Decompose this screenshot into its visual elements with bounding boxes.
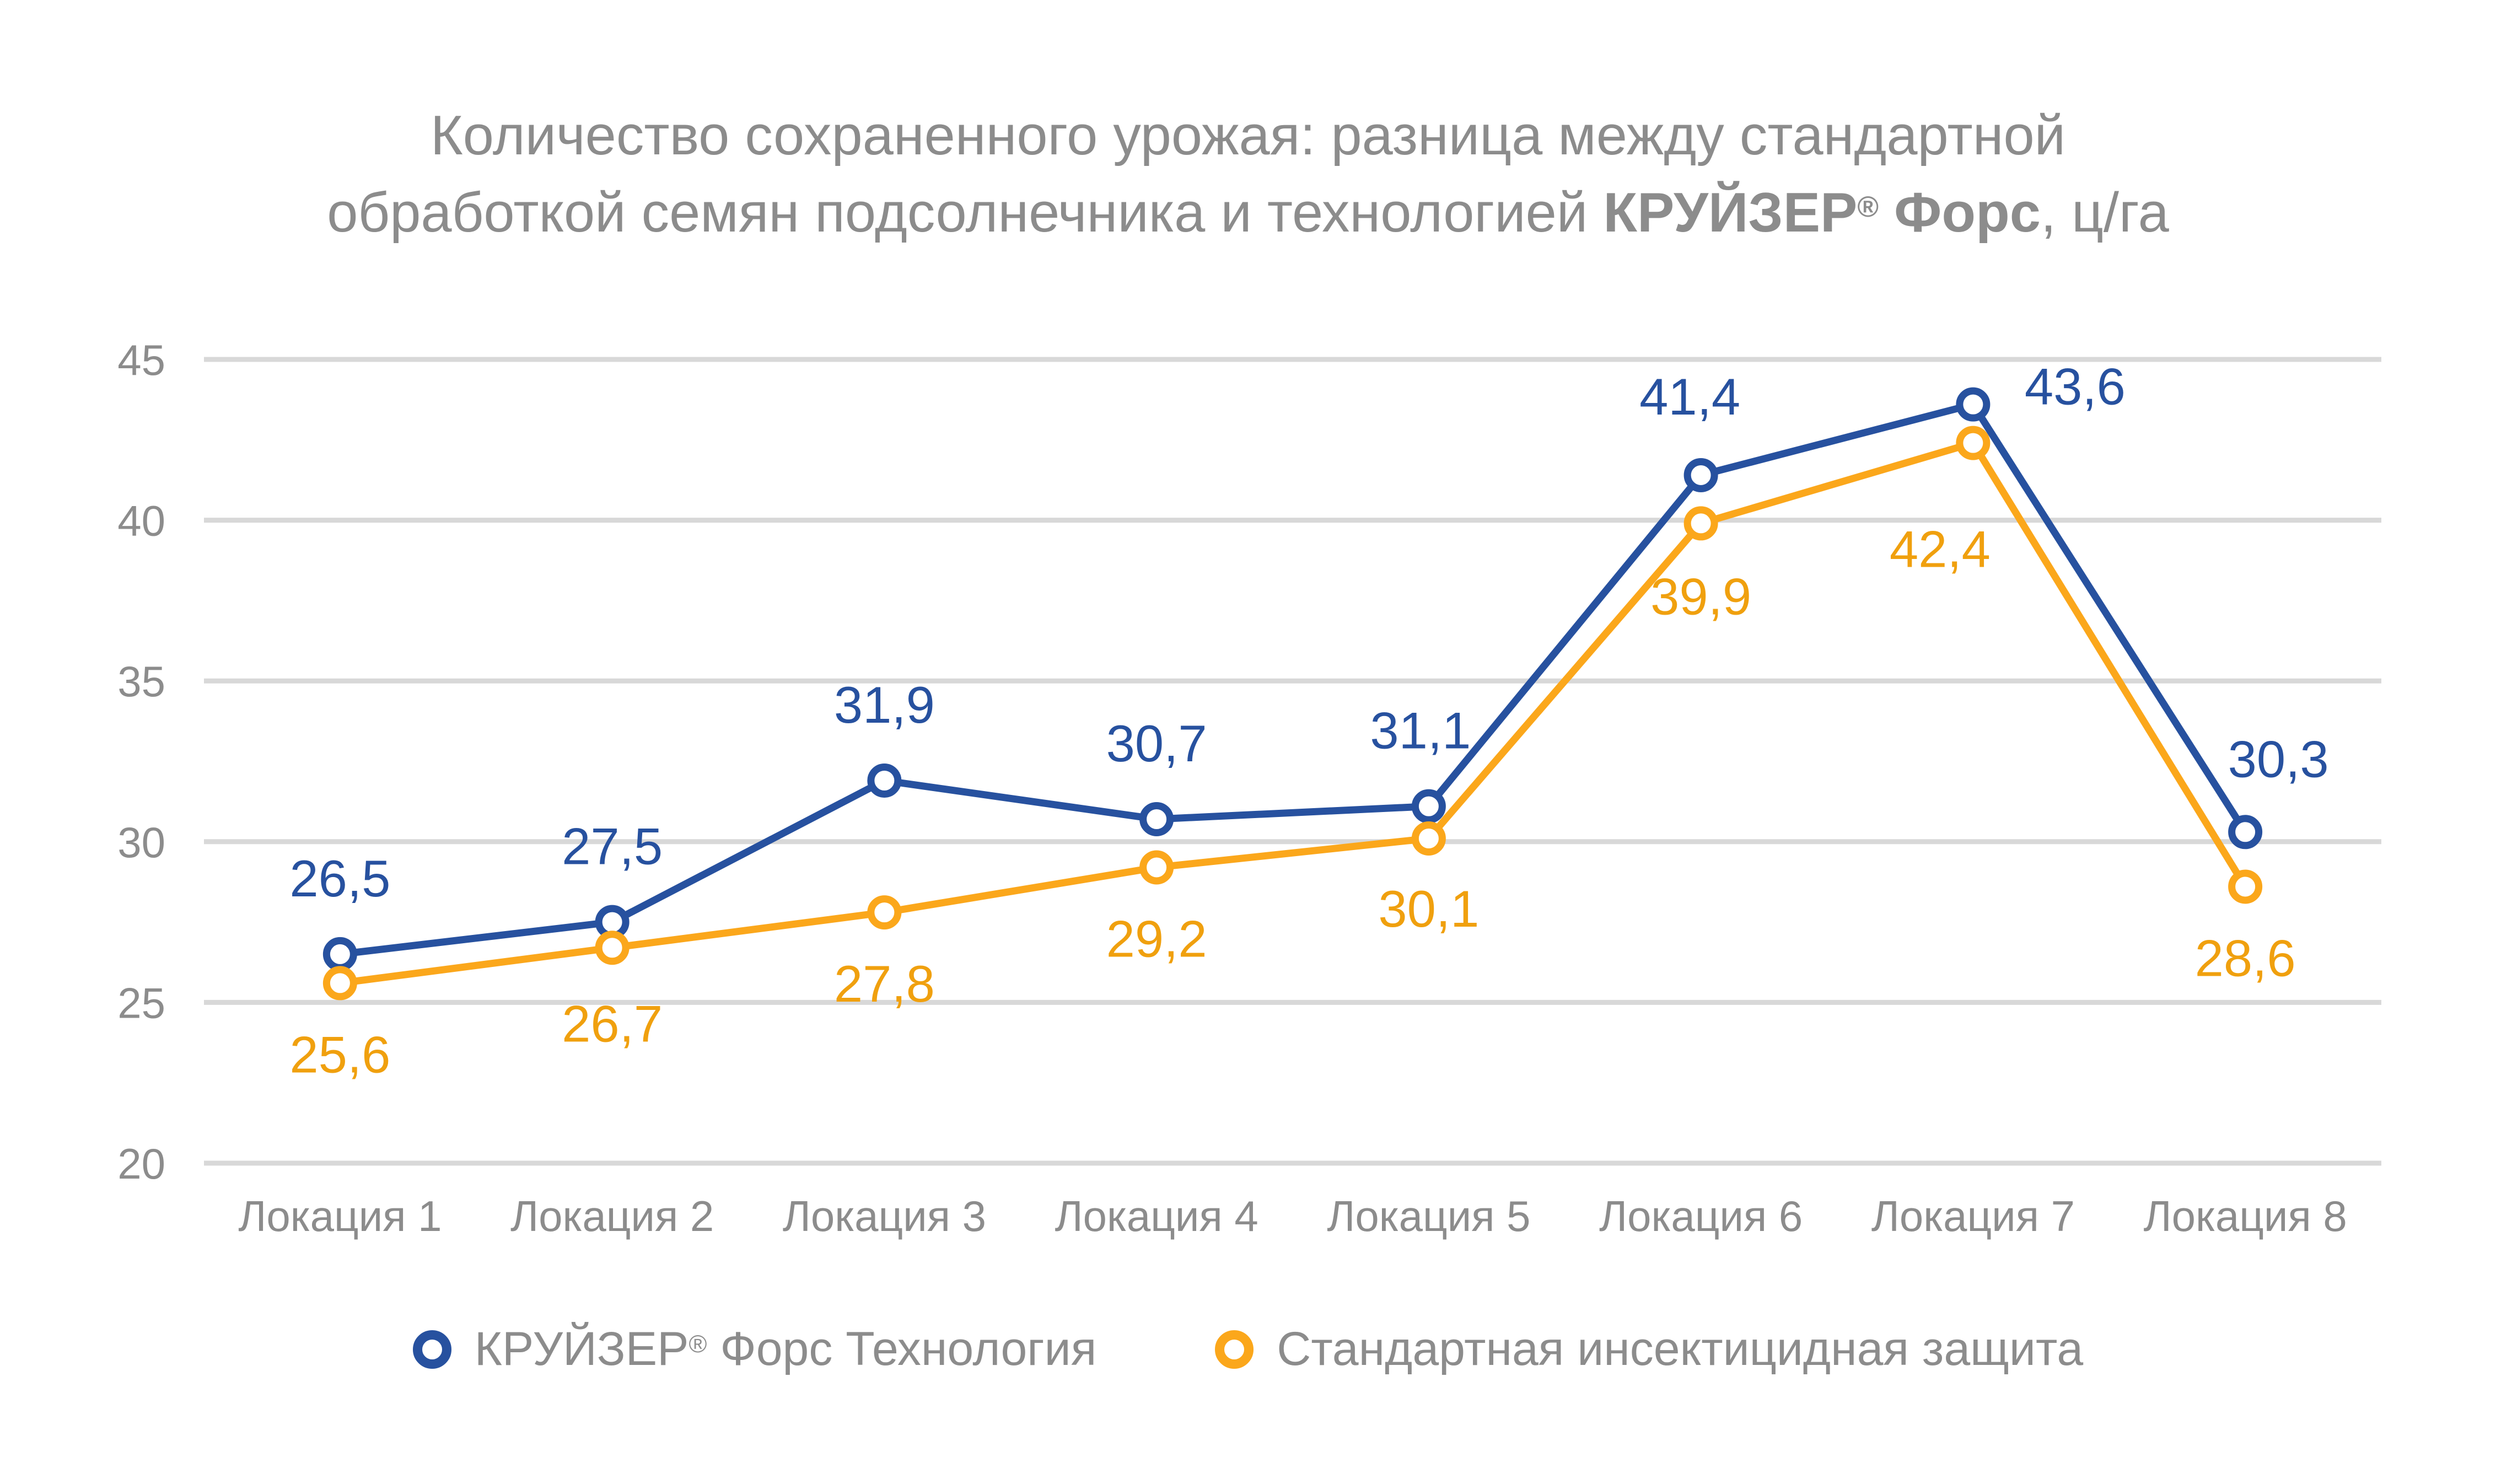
data-point-marker [867, 895, 902, 930]
data-point-label: 25,6 [289, 1025, 390, 1083]
y-tick-label-25: 25 [117, 978, 165, 1027]
legend-item-standard: Стандартная инсектицидная защита [1215, 1322, 2083, 1377]
chart-title-line2-text: обработкой семян подсолнечника и техноло… [327, 182, 1604, 244]
x-tick-label-1: Локация 1 [238, 1192, 442, 1240]
data-point-marker [1139, 850, 1174, 885]
data-point-marker [1683, 506, 1718, 541]
data-point-marker [2228, 815, 2263, 849]
y-tick-label-20: 20 [117, 1139, 165, 1188]
data-point-marker [1411, 789, 1446, 824]
legend: КРУЙЗЕР® Форс Технология Стандартная инс… [0, 1322, 2496, 1377]
data-point-marker [595, 931, 630, 965]
chart-title-line2: обработкой семян подсолнечника и техноло… [0, 174, 2496, 251]
chart-title-line1: Количество сохраненного урожая: разница … [0, 97, 2496, 174]
data-point-label: 42,4 [1890, 520, 1991, 578]
data-point-label: 27,8 [834, 955, 935, 1013]
chart-title: Количество сохраненного урожая: разница … [0, 97, 2496, 251]
y-tick-label-40: 40 [117, 497, 165, 545]
data-point-label: 41,4 [1639, 368, 1740, 426]
legend-label-standard: Стандартная инсектицидная защита [1277, 1322, 2084, 1375]
data-point-marker [322, 937, 357, 971]
data-point-marker [867, 763, 902, 798]
series-line-0 [336, 401, 2249, 958]
data-point-marker [1956, 426, 1991, 460]
data-point-marker [1683, 458, 1718, 492]
data-point-label: 28,6 [2195, 929, 2296, 987]
x-tick-label-6: Локация 6 [1599, 1192, 1803, 1240]
data-point-label: 26,7 [562, 994, 663, 1052]
legend-item-cruiser: КРУЙЗЕР® Форс Технология [412, 1322, 1097, 1377]
data-point-label: 29,2 [1106, 910, 1207, 967]
registered-mark-icon: ® [688, 1330, 707, 1358]
chart-title-unit: , ц/га [2040, 182, 2169, 244]
data-point-label: 39,9 [1650, 567, 1751, 625]
y-tick-label-30: 30 [117, 818, 165, 867]
data-point-marker [322, 966, 357, 1001]
data-point-label: 43,6 [2025, 358, 2126, 416]
registered-mark-icon: ® [1857, 190, 1879, 223]
data-point-label: 30,3 [2228, 730, 2329, 788]
chart-title-brand: КРУЙЗЕР® Форс [1603, 182, 2041, 244]
x-tick-label-4: Локация 4 [1055, 1192, 1258, 1240]
x-tick-label-2: Локация 2 [510, 1192, 714, 1240]
x-tick-label-7: Локация 7 [1871, 1192, 2075, 1240]
data-point-marker [1139, 802, 1174, 836]
data-point-label: 31,9 [834, 676, 935, 734]
data-point-label: 30,7 [1106, 714, 1207, 772]
series-line-1 [336, 439, 2249, 987]
x-tick-label-3: Локация 3 [783, 1192, 986, 1240]
x-tick-label-8: Локация 8 [2143, 1192, 2347, 1240]
data-point-marker [2228, 869, 2263, 904]
data-point-label: 27,5 [562, 818, 663, 875]
data-point-marker [1411, 821, 1446, 856]
chart-title-line1-text: Количество сохраненного урожая: разница … [430, 105, 2066, 166]
legend-marker-cruiser-icon [412, 1330, 451, 1369]
y-tick-label-45: 45 [117, 336, 165, 384]
legend-label-cruiser: КРУЙЗЕР® Форс Технология [474, 1322, 1097, 1375]
data-point-label: 30,1 [1378, 880, 1479, 938]
data-point-marker [1956, 387, 1991, 422]
legend-marker-standard-icon [1215, 1330, 1254, 1369]
data-point-label: 26,5 [289, 849, 390, 907]
data-point-label: 31,1 [1370, 702, 1471, 760]
y-tick-label-35: 35 [117, 657, 165, 706]
x-tick-label-5: Локация 5 [1327, 1192, 1530, 1240]
